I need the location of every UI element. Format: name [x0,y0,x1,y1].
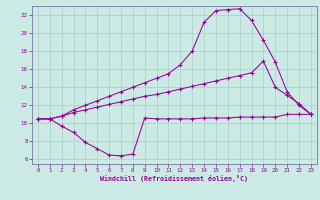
X-axis label: Windchill (Refroidissement éolien,°C): Windchill (Refroidissement éolien,°C) [100,175,248,182]
